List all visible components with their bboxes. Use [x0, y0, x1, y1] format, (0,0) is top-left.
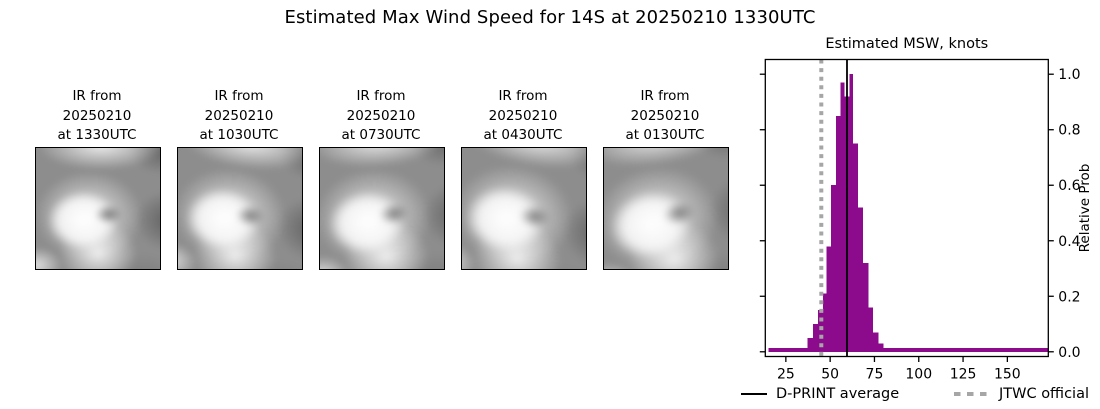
histogram-bar — [836, 115, 841, 352]
y-tick-label: 0.4 — [1058, 234, 1080, 250]
histogram-bar — [840, 82, 845, 352]
x-tick-label: 25 — [777, 367, 795, 383]
histogram-bar — [849, 74, 854, 352]
histogram-bar — [822, 293, 827, 352]
y-tick-label: 1.0 — [1058, 67, 1080, 83]
ir-panel-label: IR from 20250210 at 0430UTC — [483, 88, 563, 143]
legend-item-jtwc-official: JTWC official — [953, 386, 1089, 402]
ir-panel-label: IR from 20250210 at 1330UTC — [57, 88, 137, 143]
ir-satellite-image — [319, 147, 445, 270]
ir-panel-label: IR from 20250210 at 1030UTC — [199, 88, 279, 143]
histogram-bar — [853, 143, 859, 352]
ir-panel-label: IR from 20250210 at 0130UTC — [625, 88, 705, 143]
histogram-bar — [878, 343, 884, 352]
histogram-bar — [873, 332, 879, 352]
histogram-bar — [863, 262, 869, 352]
histogram-bar — [812, 324, 818, 352]
x-tick-label: 150 — [994, 367, 1021, 383]
y-axis-label: Relative Prob — [1077, 164, 1093, 253]
legend-label: JTWC official — [998, 386, 1089, 402]
ir-satellite-image — [461, 147, 587, 270]
x-tick-label: 125 — [950, 367, 977, 383]
legend-item-dprint-average: D-PRINT average — [741, 386, 899, 402]
dotted-line-swatch — [953, 391, 990, 397]
y-tick-label: 0.6 — [1058, 178, 1080, 194]
y-tick-label: 0.8 — [1058, 123, 1080, 139]
y-tick-label: 0.2 — [1058, 289, 1080, 305]
legend-label: D-PRINT average — [776, 386, 900, 402]
ir-satellite-image — [603, 147, 729, 270]
chart-title: Estimated MSW, knots — [825, 36, 988, 52]
histogram-bar — [768, 348, 808, 352]
cyclone-cloud-art — [36, 148, 160, 269]
ir-satellite-image — [177, 147, 303, 270]
histogram-bar — [883, 348, 1049, 352]
histogram-bar — [817, 310, 823, 352]
histogram-bar — [826, 246, 832, 352]
histogram-bar — [831, 185, 836, 352]
x-tick-label: 50 — [821, 367, 839, 383]
x-tick-label: 75 — [866, 367, 884, 383]
solid-line-swatch — [741, 393, 767, 395]
histogram-bar — [868, 307, 874, 352]
plot-frame — [764, 58, 1049, 358]
ir-panel-label: IR from 20250210 at 0730UTC — [341, 88, 421, 143]
chart-legend: D-PRINT average JTWC official — [741, 386, 1089, 402]
figure-title: Estimated Max Wind Speed for 14S at 2025… — [284, 7, 816, 28]
ir-satellite-image — [35, 147, 161, 270]
x-tick-label: 100 — [905, 367, 932, 383]
histogram-bar — [858, 207, 864, 352]
y-tick-label: 0.0 — [1058, 345, 1080, 361]
histogram-bar — [807, 337, 813, 352]
